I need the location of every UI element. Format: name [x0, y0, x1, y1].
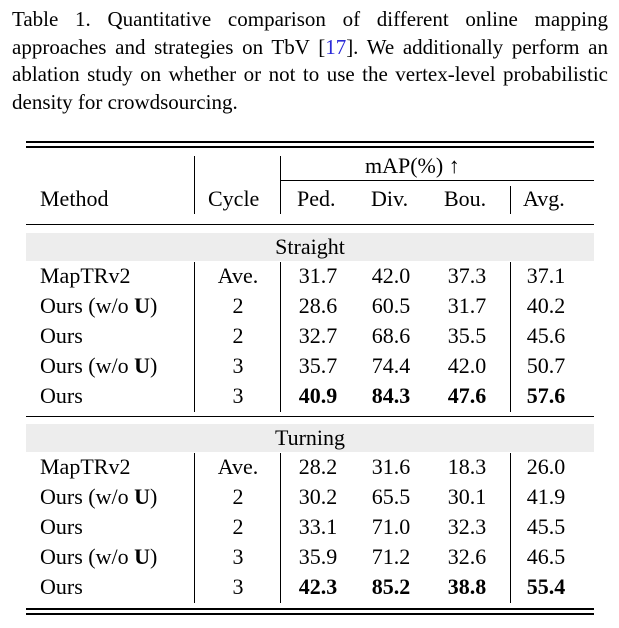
bou-cell-best: 47.6 [447, 383, 487, 408]
method-name: Ours (w/o [40, 293, 135, 318]
bottom-rule-second [26, 613, 594, 615]
cycle-cell: 3 [232, 574, 244, 599]
body-divider-method-turning [194, 453, 195, 603]
bou-cell: 31.7 [447, 293, 487, 318]
div-cell: 65.5 [371, 484, 411, 509]
method-name: Ours [40, 574, 83, 599]
bou-cell: 32.3 [447, 514, 487, 539]
bou-cell: 18.3 [447, 454, 487, 479]
cycle-cell: 2 [232, 514, 244, 539]
ped-cell: 28.2 [298, 454, 338, 479]
div-cell: 60.5 [371, 293, 411, 318]
div-cell: 74.4 [371, 353, 411, 378]
ped-cell-best: 42.3 [298, 574, 338, 599]
cycle-cell: 2 [232, 323, 244, 348]
div-cell: 68.6 [371, 323, 411, 348]
header-divider-cycle [280, 156, 281, 214]
method-suffix: ) [150, 544, 158, 569]
header-divider-method [194, 156, 195, 214]
method-name: Ours [40, 323, 83, 348]
cycle-cell: Ave. [217, 454, 259, 479]
top-rule-second [26, 146, 594, 148]
map-group-rule [281, 180, 594, 181]
header-rule [26, 224, 594, 225]
ped-cell-best: 40.9 [298, 383, 338, 408]
table-caption: Table 1. Quantitative comparison of diff… [12, 6, 608, 116]
section-band-turning [26, 424, 594, 452]
div-cell: 71.0 [371, 514, 411, 539]
avg-cell: 40.2 [526, 293, 566, 318]
method-column-header: Method [40, 186, 109, 211]
ped-cell: 33.1 [298, 514, 338, 539]
div-cell-best: 85.2 [371, 574, 411, 599]
body-divider-avg-straight [510, 262, 511, 412]
cycle-cell: 2 [232, 293, 244, 318]
bottom-rule [26, 608, 594, 610]
ped-cell: 30.2 [298, 484, 338, 509]
method-name: Ours (w/o [40, 544, 135, 569]
cycle-cell: 3 [232, 383, 244, 408]
ped-cell: 35.7 [298, 353, 338, 378]
method-name: MapTRv2 [40, 454, 131, 479]
bou-cell: 35.5 [447, 323, 487, 348]
bou-cell: 37.3 [447, 263, 487, 288]
bou-cell: 42.0 [447, 353, 487, 378]
citation-link[interactable]: 17 [325, 34, 347, 59]
div-cell-best: 84.3 [371, 383, 411, 408]
div-cell: 31.6 [371, 454, 411, 479]
avg-cell: 46.5 [526, 544, 566, 569]
avg-cell: 41.9 [526, 484, 566, 509]
map-group-header: mAP(%) ↑ [365, 153, 460, 178]
ped-cell: 32.7 [298, 323, 338, 348]
u-symbol: U [134, 484, 150, 509]
caption-text-start: Table 1. Quantitative comparison of diff… [12, 7, 608, 59]
avg-cell: 37.1 [526, 263, 566, 288]
avg-cell: 45.5 [526, 514, 566, 539]
avg-cell: 45.6 [526, 323, 566, 348]
bou-column-header: Bou. [444, 186, 487, 211]
ped-cell: 31.7 [298, 263, 338, 288]
body-divider-cycle-turning [280, 453, 281, 603]
cycle-cell: 3 [232, 544, 244, 569]
method-suffix: ) [150, 484, 158, 509]
ped-cell: 28.6 [298, 293, 338, 318]
method-name: Ours [40, 383, 83, 408]
u-symbol: U [134, 293, 150, 318]
cycle-cell: 2 [232, 484, 244, 509]
method-suffix: ) [150, 353, 158, 378]
avg-cell-best: 55.4 [526, 574, 566, 599]
avg-cell-best: 57.6 [526, 383, 566, 408]
body-divider-avg-turning [510, 453, 511, 603]
method-name: MapTRv2 [40, 263, 131, 288]
bou-cell: 30.1 [447, 484, 487, 509]
div-cell: 71.2 [371, 544, 411, 569]
avg-cell: 50.7 [526, 353, 566, 378]
section-rule [26, 416, 594, 417]
method-name: Ours (w/o [40, 353, 135, 378]
section-band-straight [26, 233, 594, 261]
avg-column-header: Avg. [523, 186, 565, 211]
top-rule [26, 141, 594, 143]
method-name: Ours (w/o [40, 484, 135, 509]
cycle-cell: 3 [232, 353, 244, 378]
body-divider-method-straight [194, 262, 195, 412]
div-column-header: Div. [371, 186, 409, 211]
method-name: Ours [40, 514, 83, 539]
ped-cell: 35.9 [298, 544, 338, 569]
body-divider-cycle-straight [280, 262, 281, 412]
u-symbol: U [134, 544, 150, 569]
ped-column-header: Ped. [297, 186, 336, 211]
avg-cell: 26.0 [526, 454, 566, 479]
method-suffix: ) [150, 293, 158, 318]
caption-text-end: ]. We additionally perform an ablation s… [12, 34, 608, 114]
section-title-straight: Straight [275, 234, 345, 259]
bou-cell-best: 38.8 [447, 574, 487, 599]
bou-cell: 32.6 [447, 544, 487, 569]
header-divider-avg [510, 186, 511, 214]
cycle-cell: Ave. [217, 263, 259, 288]
cycle-column-header: Cycle [208, 186, 260, 211]
section-title-turning: Turning [274, 425, 346, 450]
div-cell: 42.0 [371, 263, 411, 288]
u-symbol: U [134, 353, 150, 378]
